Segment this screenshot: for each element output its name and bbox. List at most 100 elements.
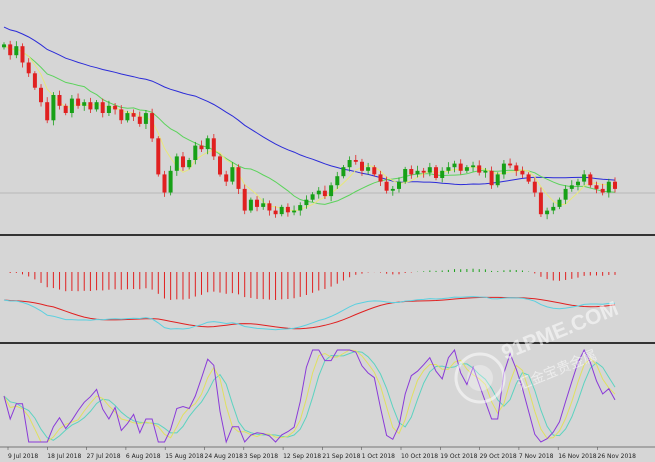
candle-body: [520, 170, 525, 175]
candle-body: [218, 156, 222, 175]
candles: [2, 40, 617, 220]
ma-slow-line: [3, 26, 616, 186]
candle-body: [156, 138, 161, 175]
x-tick-label: 12 Sep 2018: [283, 453, 321, 460]
candle-body: [440, 170, 445, 178]
candle-body: [285, 206, 290, 213]
candle-body: [113, 105, 118, 110]
candle-body: [594, 185, 599, 189]
candle-body: [224, 174, 229, 182]
candle-body: [397, 181, 401, 189]
x-tick-label: 21 Sep 2018: [322, 453, 360, 460]
candle-body: [446, 167, 451, 171]
candle-body: [600, 188, 605, 193]
candle-body: [279, 206, 284, 215]
x-tick-label: 15 Aug 2018: [165, 453, 204, 460]
macd-lines: [3, 296, 616, 331]
candle-body: [199, 145, 204, 150]
candle-body: [421, 170, 426, 173]
candle-body: [501, 163, 506, 175]
candle-body: [255, 199, 259, 207]
candle-body: [51, 95, 56, 121]
candle-body: [495, 174, 500, 186]
candle-body: [57, 95, 62, 106]
candle-body: [557, 199, 562, 207]
x-tick-label: 1 Oct 2018: [362, 453, 395, 460]
price-panel: [0, 26, 655, 220]
stochastic-panel: [3, 348, 616, 444]
candle-body: [242, 188, 247, 211]
candle-body: [8, 44, 13, 56]
candle-body: [125, 113, 130, 121]
x-tick-label: 29 Oct 2018: [480, 453, 517, 460]
candle-body: [329, 185, 334, 197]
candle-body: [322, 190, 327, 197]
ma-mid-path: [3, 44, 616, 205]
x-tick-label: 24 Aug 2018: [205, 453, 244, 460]
candle-body: [193, 145, 198, 160]
candle-body: [69, 98, 74, 113]
candle-body: [298, 205, 303, 211]
candle-body: [538, 192, 543, 215]
ma-mid-line: [3, 44, 616, 205]
candle-body: [588, 174, 593, 186]
candle-body: [335, 176, 340, 186]
x-tick-label: 7 Nov 2018: [519, 453, 554, 460]
ma-fast-line: [3, 44, 616, 212]
candle-body: [489, 170, 494, 186]
candle-body: [100, 102, 105, 113]
candle-body: [143, 113, 148, 124]
stoch-main-line: [3, 348, 616, 444]
candle-body: [415, 170, 420, 175]
candle-body: [403, 169, 408, 182]
candle-body: [341, 167, 346, 177]
candle-body: [390, 188, 395, 191]
candle-body: [168, 170, 173, 193]
candle-body: [353, 160, 358, 162]
candle-body: [88, 102, 93, 110]
watermark-logo-icon: [454, 352, 506, 404]
candle-body: [545, 210, 550, 215]
candle-body: [248, 199, 253, 211]
candle-body: [409, 169, 414, 175]
candle-body: [464, 167, 469, 171]
candle-body: [360, 161, 364, 171]
ma-slow-path: [3, 26, 616, 186]
ma-fast-path: [3, 44, 616, 212]
stoch-signal-line: [3, 349, 616, 443]
candle-body: [471, 165, 476, 168]
candle-body: [137, 116, 142, 124]
x-tick-label: 9 Jul 2018: [8, 453, 38, 460]
macd-histogram: [9, 268, 616, 300]
macd-main-line: [3, 296, 616, 331]
candle-body: [434, 167, 438, 178]
candle-body: [131, 113, 136, 117]
candle-body: [347, 160, 352, 168]
candle-body: [292, 210, 297, 213]
candle-body: [427, 167, 432, 173]
candle-body: [372, 167, 377, 175]
candle-body: [39, 87, 43, 103]
x-tick-label: 16 Nov 2018: [558, 453, 597, 460]
candle-body: [532, 181, 537, 193]
candle-body: [304, 199, 309, 206]
candle-body: [477, 165, 482, 173]
candle-body: [181, 156, 185, 168]
candle-body: [310, 194, 315, 200]
candle-body: [273, 210, 278, 215]
candle-body: [563, 188, 568, 200]
x-tick-label: 19 Oct 2018: [440, 453, 477, 460]
candle-body: [366, 167, 371, 171]
candle-body: [261, 203, 266, 207]
candle-body: [119, 109, 124, 121]
x-tick-label: 3 Sep 2018: [244, 453, 278, 460]
candle-body: [32, 73, 37, 88]
candle-body: [576, 181, 580, 186]
candle-body: [378, 174, 383, 182]
candle-body: [569, 185, 574, 189]
x-tick-label: 6 Aug 2018: [126, 453, 161, 460]
candle-body: [514, 165, 519, 171]
candle-body: [26, 62, 31, 74]
stoch-slow-line: [3, 350, 616, 441]
